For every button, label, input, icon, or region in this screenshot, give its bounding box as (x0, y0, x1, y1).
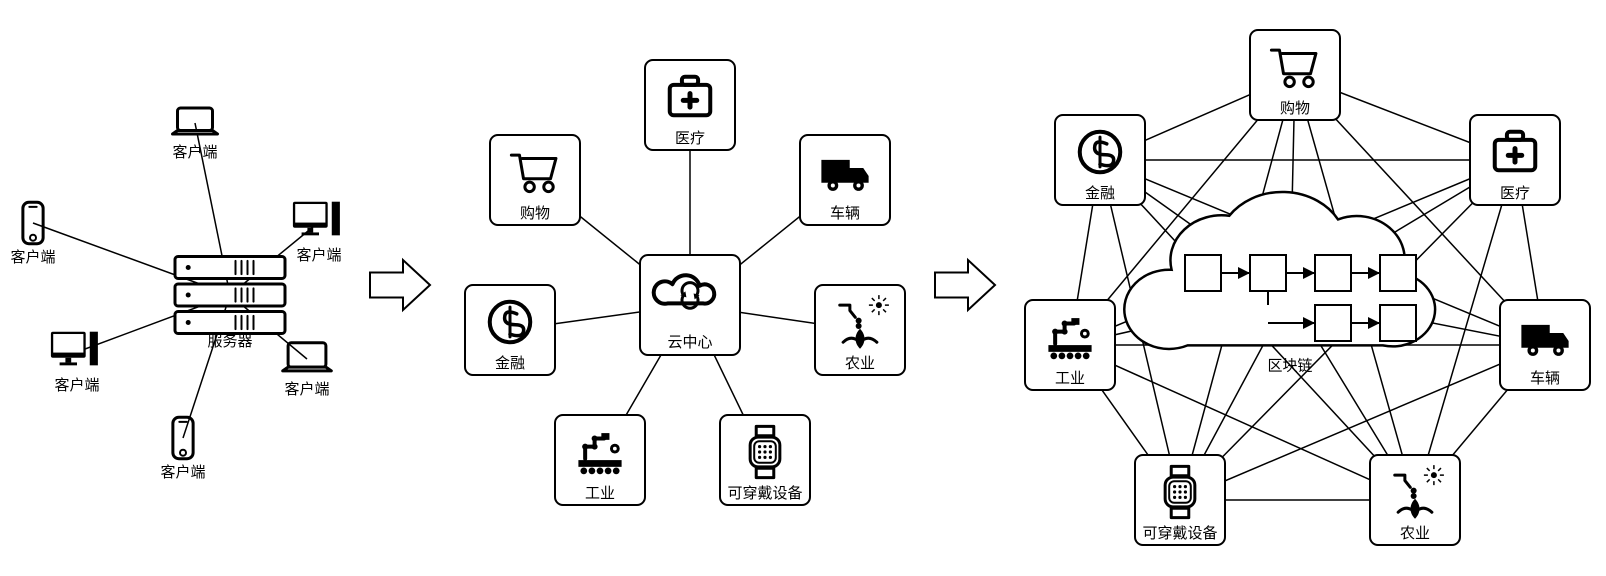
label: 医疗 (675, 130, 705, 147)
desktop-icon (293, 202, 340, 236)
label: 客户端 (10, 249, 55, 266)
label: 农业 (1400, 525, 1430, 542)
server-icon (175, 257, 285, 334)
desktop-icon (51, 332, 98, 366)
label: 客户端 (160, 464, 205, 481)
label: 购物 (520, 205, 550, 222)
label: 客户端 (172, 144, 217, 161)
label: 工业 (585, 485, 615, 502)
label: 金融 (495, 355, 525, 372)
label: 云中心 (667, 334, 712, 351)
label: 客户端 (296, 247, 341, 264)
label: 车辆 (830, 205, 860, 222)
panel-cloud-hub: 云中心 医疗车辆农业可穿戴设备 工业 金融 购物 (465, 60, 905, 505)
architecture-diagram: 服务器客户端客户端客户端客户端客户端客户端云中心医疗车辆农业可穿戴设备工业金融购… (0, 0, 1606, 576)
label: 农业 (845, 355, 875, 372)
laptop-icon (283, 343, 332, 371)
arrow (370, 260, 430, 310)
label: 工业 (1055, 370, 1085, 387)
label: 可穿戴设备 (727, 485, 802, 502)
label: 可穿戴设备 (1142, 525, 1217, 542)
label: 服务器 (207, 333, 252, 350)
label: 金融 (1085, 185, 1115, 202)
label: 区块链 (1267, 358, 1312, 375)
label: 购物 (1280, 100, 1310, 117)
arrow (935, 260, 995, 310)
panel-blockchain: 区块链 购物医疗车辆农业 可穿戴设备 工业 金融 (1025, 30, 1590, 545)
label: 医疗 (1500, 185, 1530, 202)
label: 车辆 (1530, 370, 1560, 387)
label: 客户端 (54, 377, 99, 394)
laptop-icon (173, 108, 218, 134)
label: 客户端 (284, 381, 329, 398)
panel-client-server: 服务器客户端客户端客户端客户端客户端客户端 (10, 108, 341, 481)
